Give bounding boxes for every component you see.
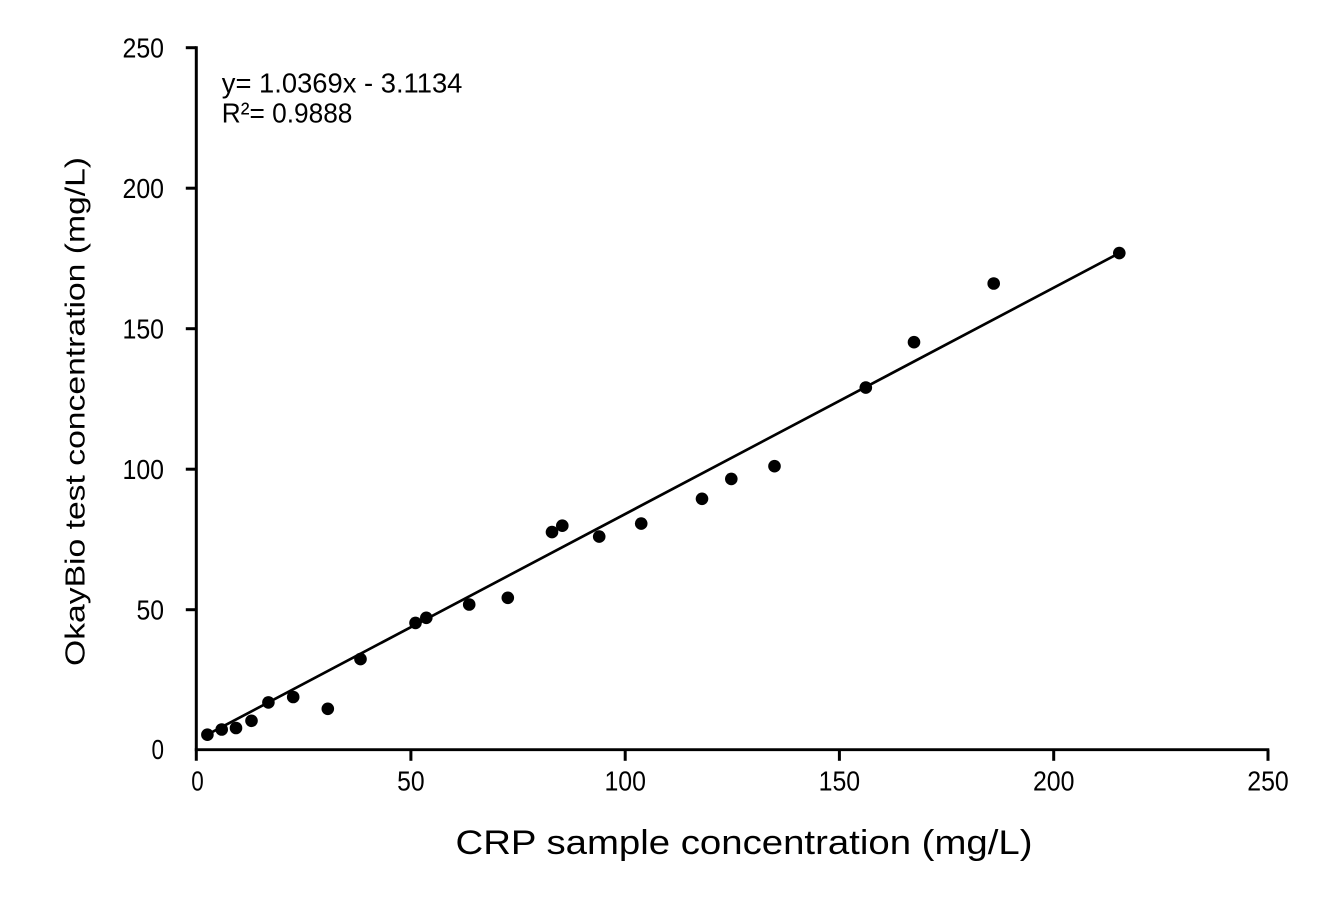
svg-text:CRP sample concentration (mg/L: CRP sample concentration (mg/L) [456,824,1033,862]
svg-text:150: 150 [819,766,861,797]
svg-text:50: 50 [137,595,165,626]
svg-text:y= 1.0369x - 3.1134: y= 1.0369x - 3.1134 [222,68,463,99]
svg-text:100: 100 [604,766,646,797]
svg-text:0: 0 [191,766,204,797]
svg-text:250: 250 [1247,766,1289,797]
svg-text:100: 100 [123,454,165,485]
svg-text:OkayBio test concentration (mg: OkayBio test concentration (mg/L) [59,157,90,666]
svg-text:R²= 0.9888: R²= 0.9888 [222,98,353,129]
svg-text:150: 150 [123,314,165,345]
svg-text:50: 50 [397,766,425,797]
svg-text:200: 200 [1033,766,1075,797]
svg-text:200: 200 [123,173,165,204]
svg-text:0: 0 [152,734,165,765]
svg-text:250: 250 [123,33,165,64]
